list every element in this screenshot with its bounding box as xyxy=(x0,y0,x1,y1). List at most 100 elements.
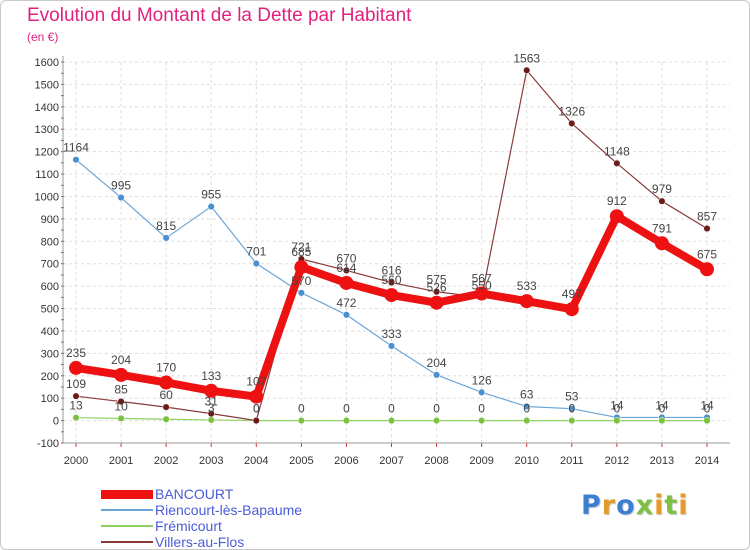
data-point-bancourt xyxy=(159,375,174,390)
data-point-riencourt-les-bapaume xyxy=(523,402,531,411)
data-label-villers-au-flos: 979 xyxy=(652,182,672,196)
data-point-villers-au-flos xyxy=(433,288,441,296)
brand-letter: t xyxy=(664,490,679,521)
data-point-fremicourt xyxy=(162,415,170,423)
data-point-villers-au-flos xyxy=(703,224,711,233)
data-label-riencourt-les-bapaume: 204 xyxy=(427,356,447,370)
y-tick-label: 300 xyxy=(41,348,59,360)
legend-swatch-bancourt xyxy=(101,490,153,499)
data-label-riencourt-les-bapaume: 815 xyxy=(156,219,176,233)
data-label-villers-au-flos: 670 xyxy=(336,251,356,265)
y-tick-label: 900 xyxy=(41,214,59,226)
y-tick-label: 500 xyxy=(41,304,59,316)
data-label-fremicourt: 0 xyxy=(433,402,440,416)
y-tick-label: 1500 xyxy=(35,79,59,91)
data-label-bancourt: 675 xyxy=(697,247,717,261)
legend-label-fremicourt: Frémicourt xyxy=(155,518,222,534)
data-label-bancourt: 614 xyxy=(336,261,356,275)
data-point-bancourt xyxy=(249,389,264,404)
series-lines xyxy=(69,66,714,425)
data-label-riencourt-les-bapaume: 14 xyxy=(610,398,624,412)
x-tick-label: 2000 xyxy=(64,455,88,467)
x-tick-label: 2012 xyxy=(605,455,629,467)
data-label-fremicourt: 13 xyxy=(69,399,83,413)
data-label-fremicourt: 0 xyxy=(298,402,305,416)
data-label-bancourt: 497 xyxy=(562,287,582,301)
data-label-bancourt: 170 xyxy=(156,360,176,374)
data-label-bancourt: 133 xyxy=(201,369,221,383)
y-tick-label: 1100 xyxy=(35,169,59,181)
data-point-fremicourt xyxy=(523,417,531,425)
data-point-bancourt xyxy=(384,288,399,303)
legend-swatch-riencourt xyxy=(101,509,153,511)
data-label-riencourt-les-bapaume: 14 xyxy=(655,398,669,412)
data-label-fremicourt: 0 xyxy=(614,402,621,416)
data-point-bancourt xyxy=(700,262,714,277)
data-label-bancourt: 235 xyxy=(66,346,86,360)
proxiti-logo: Proxiti xyxy=(581,490,689,521)
data-point-fremicourt xyxy=(207,416,215,424)
data-label-fremicourt: 0 xyxy=(659,402,666,416)
data-label-villers-au-flos: 550 xyxy=(472,278,492,292)
y-tick-label: 200 xyxy=(41,371,59,383)
y-tick-label: -100 xyxy=(37,438,59,450)
data-label-riencourt-les-bapaume: 570 xyxy=(291,274,311,288)
data-label-bancourt: 204 xyxy=(111,353,131,367)
data-point-fremicourt xyxy=(117,414,125,422)
y-tick-label: 0 xyxy=(53,416,59,428)
legend-label-villers: Villers-au-Flos xyxy=(155,534,245,550)
legend-swatch-villers xyxy=(101,541,153,543)
data-point-fremicourt xyxy=(433,417,441,425)
data-point-villers-au-flos xyxy=(342,266,350,274)
x-tick-label: 2009 xyxy=(469,455,493,467)
data-point-riencourt-les-bapaume xyxy=(297,289,305,297)
brand-letter: o xyxy=(616,490,636,521)
x-tick-label: 2005 xyxy=(289,455,313,467)
data-point-bancourt xyxy=(519,294,534,309)
data-point-fremicourt xyxy=(342,417,350,425)
data-label-villers-au-flos: 1563 xyxy=(513,51,540,65)
data-label-riencourt-les-bapaume: 333 xyxy=(381,327,401,341)
data-point-bancourt xyxy=(474,286,489,301)
data-label-villers-au-flos: 616 xyxy=(381,264,401,278)
data-point-riencourt-les-bapaume xyxy=(387,342,396,350)
x-tick-label: 2002 xyxy=(154,455,178,467)
data-label-villers-au-flos: 1148 xyxy=(604,144,630,158)
data-point-bancourt xyxy=(609,209,624,224)
data-point-fremicourt xyxy=(387,417,396,425)
x-tick-label: 2006 xyxy=(334,455,358,467)
x-tick-label: 2014 xyxy=(695,455,719,467)
data-point-riencourt-les-bapaume xyxy=(568,405,576,413)
data-point-villers-au-flos xyxy=(252,417,260,425)
data-label-fremicourt: 0 xyxy=(478,402,485,416)
y-tick-label: 1000 xyxy=(35,191,59,203)
data-point-bancourt xyxy=(204,383,219,398)
data-label-riencourt-les-bapaume: 53 xyxy=(565,390,579,404)
data-point-villers-au-flos xyxy=(387,278,396,287)
data-point-bancourt xyxy=(114,367,129,382)
data-point-bancourt xyxy=(564,302,579,317)
data-label-fremicourt: 0 xyxy=(343,402,350,416)
data-label-villers-au-flos: 31 xyxy=(205,395,219,409)
data-point-bancourt xyxy=(654,236,669,251)
data-point-fremicourt xyxy=(72,414,80,422)
data-label-fremicourt: 0 xyxy=(704,402,711,416)
x-tick-label: 2001 xyxy=(109,455,133,467)
data-point-bancourt xyxy=(429,295,444,310)
brand-letter: i xyxy=(654,490,665,521)
data-point-riencourt-les-bapaume xyxy=(433,371,441,379)
data-label-bancourt: 533 xyxy=(517,279,537,293)
data-point-villers-au-flos xyxy=(523,66,531,74)
legend-label-bancourt: BANCOURT xyxy=(155,486,234,502)
data-label-bancourt: 526 xyxy=(427,281,447,295)
data-point-fremicourt xyxy=(478,417,486,425)
legend-swatch-fremicourt xyxy=(101,525,153,527)
data-point-villers-au-flos xyxy=(207,410,215,418)
data-point-villers-au-flos xyxy=(568,119,576,127)
data-point-riencourt-les-bapaume xyxy=(342,311,350,319)
data-point-riencourt-les-bapaume xyxy=(252,259,260,268)
data-point-villers-au-flos xyxy=(117,397,125,406)
y-tick-label: 100 xyxy=(41,393,59,405)
